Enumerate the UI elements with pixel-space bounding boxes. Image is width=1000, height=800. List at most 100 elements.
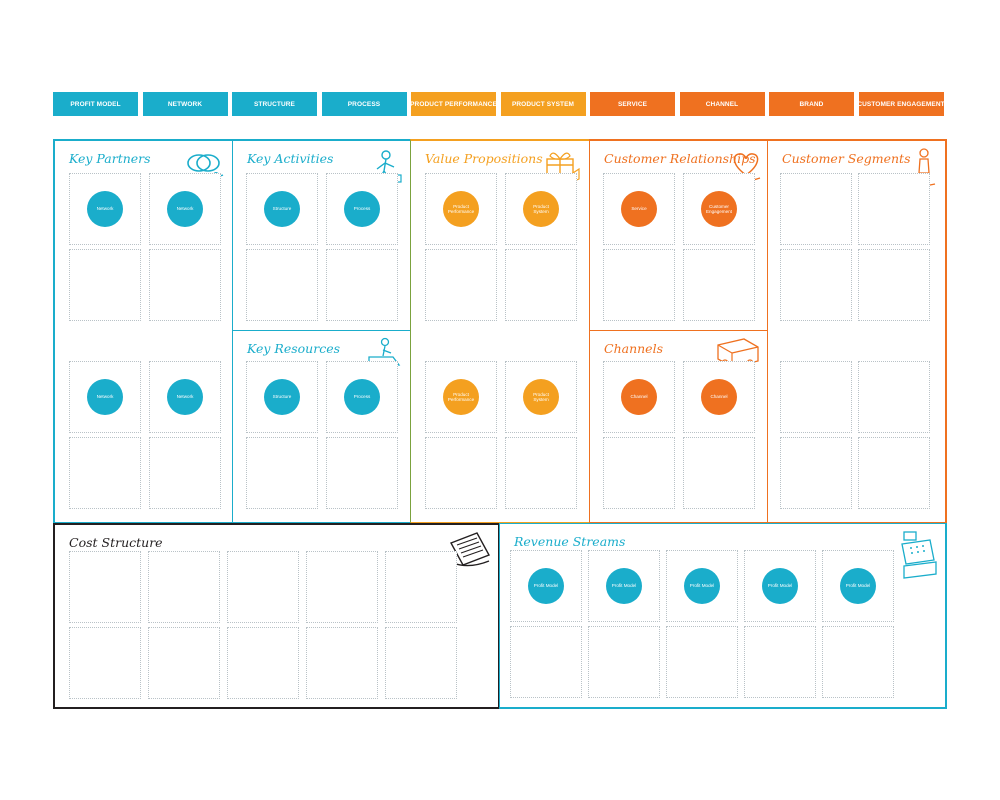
profit-model-circle: Profit Model [606,568,642,604]
sticky-note[interactable]: Profit Model [666,550,738,622]
sticky-note[interactable] [858,249,930,321]
sticky-note[interactable]: Product System [505,173,577,245]
sticky-note[interactable]: Network [69,173,141,245]
sticky-note[interactable] [246,249,318,321]
sticky-note[interactable] [666,626,738,698]
product-system-circle: Product System [523,191,559,227]
sticky-note[interactable] [510,626,582,698]
sticky-note[interactable] [385,551,457,623]
tab-brand[interactable]: BRAND [769,92,854,116]
sticky-note[interactable]: Profit Model [510,550,582,622]
block-key-activities: Key Activities Structure Process [232,139,411,331]
sticky-note[interactable] [822,626,894,698]
profit-model-circle: Profit Model [840,568,876,604]
sticky-note[interactable]: Channel [603,361,675,433]
tab-process[interactable]: PROCESS [321,92,407,116]
sticky-note[interactable] [744,626,816,698]
sticky-note[interactable] [588,626,660,698]
sticky-note[interactable]: Customer Engagement [683,173,755,245]
sticky-note[interactable]: Product System [505,361,577,433]
sticky-note[interactable] [505,249,577,321]
product-system-circle: Product System [523,379,559,415]
sticky-note[interactable] [425,249,497,321]
cash-register-icon [901,531,937,579]
sticky-note[interactable]: Network [149,361,221,433]
sticky-note[interactable]: Channel [683,361,755,433]
sticky-note[interactable]: Product Performance [425,361,497,433]
sticky-note[interactable] [683,437,755,509]
tab-profit-model[interactable]: PROFIT MODEL [53,92,138,116]
sticky-note[interactable] [148,551,220,623]
block-customer-segments: Customer Segments [767,139,947,524]
network-circle: Network [167,191,203,227]
customer-engagement-circle: Customer Engagement [701,191,737,227]
sticky-note[interactable] [227,551,299,623]
sticky-note[interactable]: Profit Model [822,550,894,622]
profit-model-circle: Profit Model [528,568,564,604]
tab-structure[interactable]: STRUCTURE [232,92,317,116]
block-title: Value Propositions [425,151,543,166]
sticky-note[interactable] [858,361,930,433]
sticky-note[interactable] [246,437,318,509]
block-key-resources: Key Resources Structure Process [232,330,411,524]
block-value-propositions: Value Propositions Product Performance P… [410,139,590,524]
sticky-note[interactable] [326,249,398,321]
block-cost-structure: Cost Structure [53,523,500,709]
sticky-note[interactable] [306,551,378,623]
tab-customer-engagement[interactable]: CUSTOMER ENGAGEMENT [857,92,945,116]
sticky-note[interactable] [227,627,299,699]
category-tab-bar: PROFIT MODEL NETWORK STRUCTURE PROCESS P… [53,92,947,116]
tab-service[interactable]: SERVICE [590,92,675,116]
block-title: Customer Relationships [604,151,756,166]
block-channels: Channels Channel Channel [589,330,768,524]
sticky-note[interactable] [683,249,755,321]
tab-product-system[interactable]: PRODUCT SYSTEM [500,92,586,116]
sticky-note[interactable] [69,249,141,321]
sticky-note[interactable] [149,437,221,509]
tab-network[interactable]: NETWORK [142,92,228,116]
network-circle: Network [87,191,123,227]
channel-circle: Channel [621,379,657,415]
sticky-note[interactable]: Profit Model [744,550,816,622]
sticky-note[interactable]: Network [149,173,221,245]
product-performance-circle: Product Performance [443,191,479,227]
network-circle: Network [167,379,203,415]
block-title: Revenue Streams [514,534,626,549]
sticky-note[interactable] [603,437,675,509]
tab-channel[interactable]: CHANNEL [679,92,765,116]
sticky-note[interactable] [69,437,141,509]
sticky-note[interactable] [148,627,220,699]
sticky-note[interactable]: Structure [246,361,318,433]
sticky-note[interactable] [425,437,497,509]
sticky-note[interactable]: Product Performance [425,173,497,245]
tab-product-performance[interactable]: PRODUCT PERFORMANCE [410,92,497,116]
sticky-note[interactable] [858,173,930,245]
sticky-note[interactable]: Network [69,361,141,433]
channel-circle: Channel [701,379,737,415]
process-circle: Process [344,379,380,415]
sticky-note[interactable] [603,249,675,321]
sticky-note[interactable]: Process [326,361,398,433]
sticky-note[interactable] [149,249,221,321]
sticky-note[interactable] [69,551,141,623]
block-revenue-streams: Revenue Streams Profit Model Profit Mode… [499,523,947,709]
product-performance-circle: Product Performance [443,379,479,415]
sticky-note[interactable] [780,173,852,245]
sticky-note[interactable] [780,361,852,433]
sticky-note[interactable]: Profit Model [588,550,660,622]
block-title: Customer Segments [782,151,911,166]
sticky-note[interactable]: Structure [246,173,318,245]
sticky-note[interactable] [505,437,577,509]
structure-circle: Structure [264,191,300,227]
sticky-note[interactable]: Service [603,173,675,245]
sticky-note[interactable] [69,627,141,699]
block-key-partners: Key Partners Network Network Network Net… [53,139,233,524]
sticky-note[interactable] [306,627,378,699]
sticky-note[interactable] [858,437,930,509]
sticky-note[interactable] [780,249,852,321]
network-circle: Network [87,379,123,415]
sticky-note[interactable] [780,437,852,509]
sticky-note[interactable]: Process [326,173,398,245]
sticky-note[interactable] [326,437,398,509]
sticky-note[interactable] [385,627,457,699]
